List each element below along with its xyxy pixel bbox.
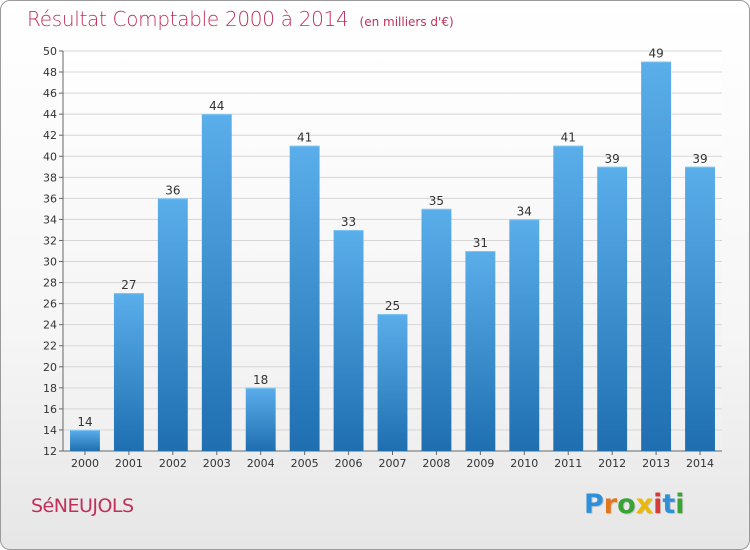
- logo-letter: t: [662, 489, 676, 520]
- x-tick-label: 2005: [291, 457, 319, 470]
- proxiti-logo: Proxiti: [584, 489, 685, 520]
- x-tick-label: 2013: [642, 457, 670, 470]
- y-tick-label: 44: [43, 108, 57, 121]
- data-label: 27: [121, 278, 136, 292]
- x-tick-label: 2010: [510, 457, 538, 470]
- x-tick-label: 2011: [554, 457, 582, 470]
- data-label: 41: [561, 131, 576, 145]
- logo-letter: i: [675, 489, 685, 520]
- y-tick-label: 26: [43, 298, 57, 311]
- bar-2011: [553, 145, 584, 451]
- x-tick-label: 2008: [422, 457, 450, 470]
- y-tick-label: 36: [43, 192, 57, 205]
- bar-2006: [333, 229, 364, 451]
- y-tick-label: 20: [43, 361, 57, 374]
- data-label: 39: [605, 152, 620, 166]
- x-tick-label: 2014: [686, 457, 714, 470]
- x-tick-label: 2006: [335, 457, 363, 470]
- chart-subtitle: (en milliers d'€): [359, 15, 454, 29]
- data-label: 39: [692, 152, 707, 166]
- bar-2003: [201, 114, 232, 451]
- data-label: 25: [385, 299, 400, 313]
- x-tick-label: 2001: [115, 457, 143, 470]
- y-tick-label: 50: [43, 45, 57, 58]
- x-tick-label: 2003: [203, 457, 231, 470]
- bar-2009: [465, 251, 496, 451]
- data-label: 18: [253, 373, 268, 387]
- bar-2002: [157, 198, 188, 451]
- commune-name: SéNEUJOLS: [31, 495, 134, 517]
- y-tick-label: 18: [43, 382, 57, 395]
- y-tick-label: 28: [43, 277, 57, 290]
- y-tick-label: 24: [43, 319, 57, 332]
- y-tick-label: 14: [43, 424, 57, 437]
- bar-2007: [377, 314, 408, 451]
- x-tick-label: 2004: [247, 457, 275, 470]
- data-label: 36: [165, 183, 180, 197]
- data-label: 31: [473, 236, 488, 250]
- data-label: 14: [77, 415, 92, 429]
- y-tick-label: 38: [43, 171, 57, 184]
- logo-letter: o: [617, 489, 636, 520]
- bar-2004: [245, 387, 276, 451]
- x-tick-label: 2007: [379, 457, 407, 470]
- x-tick-label: 2009: [466, 457, 494, 470]
- data-label: 34: [517, 204, 532, 218]
- x-tick-label: 2002: [159, 457, 187, 470]
- logo-letter: r: [603, 489, 618, 520]
- data-label: 49: [648, 47, 663, 61]
- bar-2012: [597, 166, 628, 451]
- y-tick-label: 42: [43, 129, 57, 142]
- y-tick-label: 34: [43, 213, 57, 226]
- title-row: Résultat Comptable 2000 à 2014 (en milli…: [27, 7, 454, 31]
- bar-2008: [421, 208, 452, 451]
- bar-2013: [641, 61, 672, 452]
- logo-letter: x: [635, 489, 654, 520]
- x-tick-label: 2012: [598, 457, 626, 470]
- bar-2005: [289, 145, 320, 451]
- y-tick-label: 22: [43, 340, 57, 353]
- y-tick-label: 30: [43, 256, 57, 269]
- logo-letter: i: [653, 489, 663, 520]
- bar-2000: [70, 429, 100, 451]
- y-tick-label: 48: [43, 66, 57, 79]
- logo-letter: P: [584, 489, 604, 520]
- data-label: 33: [341, 215, 356, 229]
- data-label: 44: [209, 99, 224, 113]
- data-label: 41: [297, 131, 312, 145]
- x-tick-label: 2000: [71, 457, 99, 470]
- y-tick-label: 16: [43, 403, 57, 416]
- chart-title: Résultat Comptable 2000 à 2014: [27, 7, 349, 31]
- y-tick-label: 40: [43, 150, 57, 163]
- bar-2001: [113, 293, 144, 451]
- bar-2014: [685, 166, 715, 451]
- bar-2010: [509, 219, 540, 451]
- y-tick-label: 12: [43, 445, 57, 458]
- y-tick-label: 32: [43, 234, 57, 247]
- data-label: 35: [429, 194, 444, 208]
- y-tick-label: 46: [43, 87, 57, 100]
